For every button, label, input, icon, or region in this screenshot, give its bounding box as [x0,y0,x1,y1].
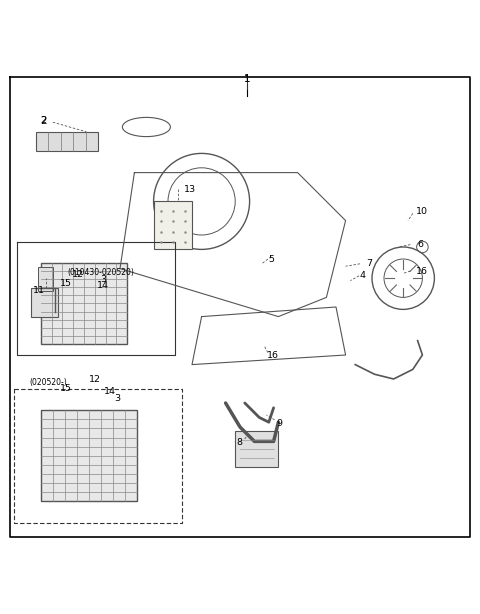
Text: 1: 1 [244,74,250,84]
Text: 14: 14 [105,386,117,395]
Text: 12: 12 [89,375,101,384]
Text: 1: 1 [244,74,251,84]
Text: 15: 15 [60,384,72,393]
Text: 14: 14 [97,281,109,290]
Text: 9: 9 [276,419,282,428]
Text: 6: 6 [417,240,423,249]
Text: 15: 15 [60,279,72,289]
Text: 12: 12 [72,270,84,279]
Text: 13: 13 [183,185,196,194]
Text: 7: 7 [367,259,372,268]
Text: 2: 2 [40,116,47,126]
Text: 2: 2 [40,116,46,125]
Text: 3: 3 [100,274,106,284]
Bar [38,267,53,291]
Bar [235,430,278,467]
Bar [31,288,58,317]
Bar [154,201,192,249]
Text: (010430-020520): (010430-020520) [67,268,134,277]
Text: 5: 5 [268,254,274,263]
Bar [41,263,127,344]
Text: 16: 16 [267,351,278,360]
Text: 8: 8 [236,438,242,447]
Bar [41,410,137,502]
Text: 10: 10 [415,206,427,216]
Text: (020520-): (020520-) [29,378,67,387]
Text: 4: 4 [360,271,365,281]
Text: 3: 3 [115,394,120,403]
Text: 16: 16 [415,266,427,276]
Text: 11: 11 [33,286,45,295]
Bar [36,132,98,151]
